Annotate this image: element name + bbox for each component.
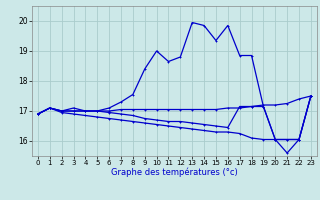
X-axis label: Graphe des températures (°c): Graphe des températures (°c) <box>111 168 238 177</box>
